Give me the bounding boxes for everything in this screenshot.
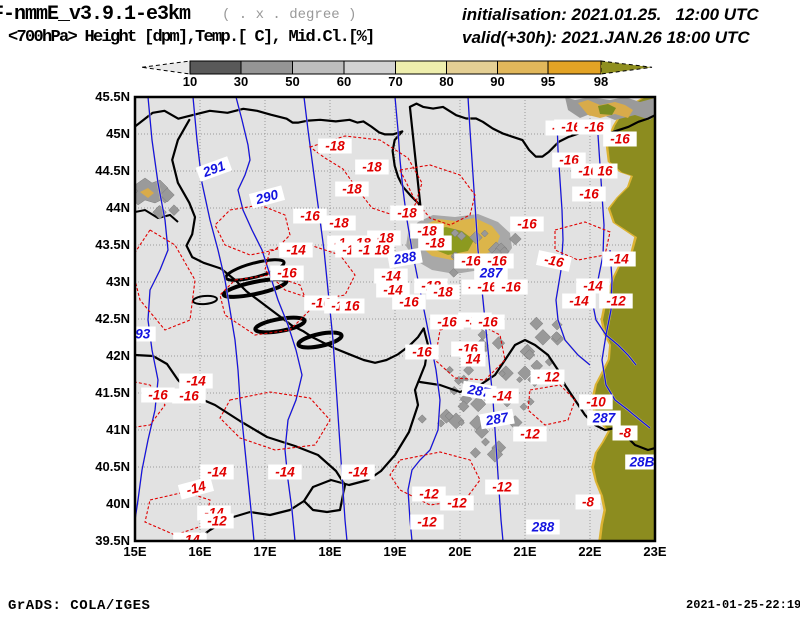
svg-text:41.5N: 41.5N (95, 385, 130, 400)
svg-text:14: 14 (465, 352, 481, 367)
svg-text:-18: -18 (329, 216, 349, 231)
svg-text:43.5N: 43.5N (95, 237, 130, 252)
svg-text:-16: -16 (437, 315, 457, 330)
svg-text:40.5N: 40.5N (95, 459, 130, 474)
svg-text:-16: -16 (610, 132, 630, 147)
svg-text:12: 12 (544, 370, 560, 385)
svg-text:287: 287 (592, 411, 617, 426)
svg-text:-14: -14 (55, 453, 75, 468)
svg-text:-18: -18 (425, 236, 445, 251)
svg-text:42.5N: 42.5N (95, 311, 130, 326)
svg-text:-14: -14 (492, 389, 512, 404)
svg-text:23E: 23E (643, 544, 666, 559)
svg-text:22E: 22E (578, 544, 601, 559)
svg-text:-14: -14 (583, 279, 603, 294)
svg-text:-12: -12 (520, 427, 540, 442)
svg-text:43N: 43N (106, 274, 130, 289)
svg-text:-16: -16 (399, 295, 419, 310)
svg-text:-18: -18 (362, 160, 382, 175)
svg-text:-16: -16 (148, 388, 168, 403)
svg-text:-14: -14 (186, 374, 206, 389)
svg-text:-14: -14 (45, 463, 65, 478)
svg-text:-16: -16 (277, 266, 297, 281)
svg-text:-16: -16 (517, 217, 537, 232)
svg-text:-18: -18 (342, 182, 362, 197)
svg-text:-12: -12 (417, 515, 437, 530)
svg-text:-14: -14 (286, 243, 306, 258)
svg-text:16E: 16E (188, 544, 211, 559)
svg-text:-18: -18 (397, 206, 417, 221)
svg-text:-12: -12 (492, 480, 512, 495)
svg-text:-16: -16 (179, 389, 199, 404)
svg-text:-16: -16 (501, 280, 521, 295)
svg-text:-12: -12 (207, 514, 227, 529)
svg-text:40N: 40N (106, 496, 130, 511)
svg-text:-12: -12 (606, 294, 626, 309)
svg-text:16: 16 (597, 164, 613, 179)
svg-text:-14: -14 (275, 465, 295, 480)
svg-text:41N: 41N (106, 422, 130, 437)
svg-text:-10: -10 (586, 395, 606, 410)
svg-text:-14: -14 (381, 269, 401, 284)
svg-text:-16: -16 (584, 120, 604, 135)
svg-text:-16: -16 (300, 209, 320, 224)
svg-text:17E: 17E (253, 544, 276, 559)
svg-text:44N: 44N (106, 200, 130, 215)
svg-text:-16: -16 (478, 315, 498, 330)
svg-text:293: 293 (127, 327, 151, 342)
svg-text:-16: -16 (59, 386, 82, 405)
svg-text:15E: 15E (123, 544, 146, 559)
svg-text:-14: -14 (569, 294, 589, 309)
svg-text:45.5N: 45.5N (95, 89, 130, 104)
svg-text:-16: -16 (579, 187, 599, 202)
svg-text:-16: -16 (412, 345, 432, 360)
svg-text:-14: -14 (348, 465, 368, 480)
svg-text:19E: 19E (383, 544, 406, 559)
svg-text:-8: -8 (582, 495, 594, 510)
svg-text:-18: -18 (325, 139, 345, 154)
svg-text:28B: 28B (629, 455, 655, 470)
svg-text:20E: 20E (448, 544, 471, 559)
svg-text:16: 16 (344, 299, 360, 314)
svg-text:287: 287 (479, 266, 504, 281)
svg-text:-12: -12 (447, 496, 467, 511)
svg-text:288: 288 (531, 520, 555, 535)
svg-text:293: 293 (43, 488, 67, 503)
svg-text:-14: -14 (609, 252, 629, 267)
svg-text:45N: 45N (106, 126, 130, 141)
svg-text:21E: 21E (513, 544, 536, 559)
svg-text:44.5N: 44.5N (95, 163, 130, 178)
svg-text:-12: -12 (419, 487, 439, 502)
svg-text:-18: -18 (433, 285, 453, 300)
svg-text:18E: 18E (318, 544, 341, 559)
svg-text:42N: 42N (106, 348, 130, 363)
svg-text:-8: -8 (619, 426, 631, 441)
